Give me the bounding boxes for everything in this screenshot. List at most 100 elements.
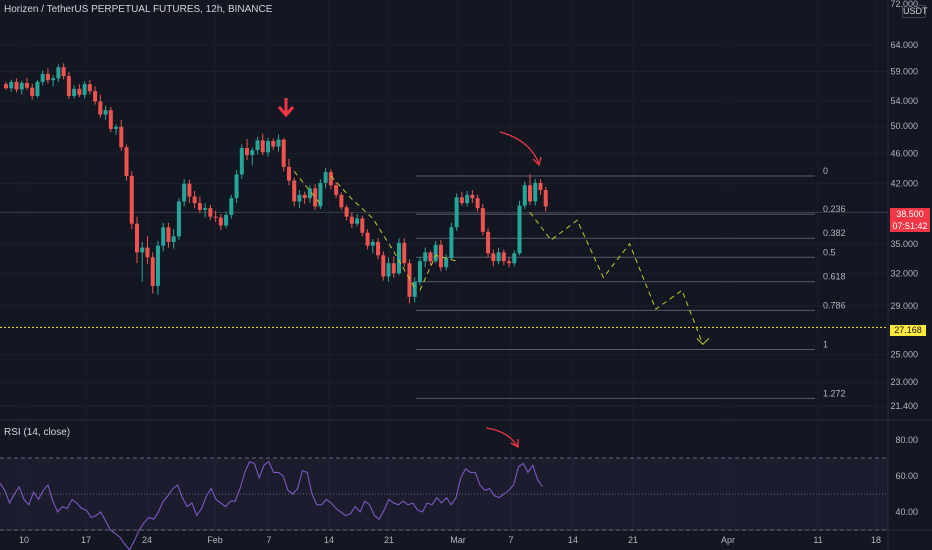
candle (381, 251, 386, 281)
projection-zigzag[interactable] (529, 212, 704, 345)
candle (407, 259, 412, 304)
curved-arrow-price[interactable] (499, 131, 540, 165)
wave-rebound-path[interactable] (419, 254, 457, 291)
rsi-line (0, 460, 543, 550)
candle-body (30, 87, 35, 96)
candle (449, 222, 454, 261)
candle-body (402, 242, 407, 264)
price-tick-label: 64.000 (890, 40, 918, 50)
candle-body (103, 110, 108, 115)
candle (40, 70, 45, 86)
candle (465, 190, 470, 207)
candle (4, 81, 8, 91)
rsi-tick-label: 80.00 (895, 435, 918, 445)
down-arrow-marker[interactable] (277, 98, 295, 118)
candle-body (171, 236, 176, 242)
rsi-indicator-label[interactable]: RSI (14, close) (4, 427, 71, 438)
candle-body (480, 208, 485, 232)
candle (470, 190, 475, 204)
candle-body (129, 175, 134, 224)
candle-body (538, 182, 543, 191)
wave-decline-path[interactable] (330, 175, 416, 289)
candle (376, 238, 381, 260)
candle-body (145, 247, 150, 258)
candle (318, 179, 323, 209)
candle-body (82, 84, 87, 95)
candle-body (234, 174, 239, 199)
candle-body (459, 197, 464, 204)
candle-body (239, 148, 244, 175)
price-tick-label: 32.000 (890, 268, 918, 278)
candle (98, 94, 103, 118)
wave-initial-path[interactable] (293, 171, 321, 205)
candle (360, 215, 365, 237)
candle-body (507, 261, 512, 264)
candle-body (417, 261, 422, 282)
candle (522, 181, 527, 209)
candle-body (77, 88, 82, 95)
candle-body (182, 183, 187, 202)
candle-body (98, 101, 103, 115)
candle (145, 236, 150, 265)
time-axis[interactable]: 10 17 24 Feb 7 14 21 Mar 7 14 21 Apr 11 18 (19, 535, 881, 545)
candle-body (87, 84, 92, 92)
fib-level-label: 0.5 (823, 247, 836, 257)
down-arrow-head (277, 106, 295, 118)
last-price-tag: 38.500 07:51:42 (890, 208, 930, 232)
candle (213, 210, 218, 222)
candle (114, 124, 119, 135)
candle (412, 277, 417, 303)
candle (224, 211, 229, 229)
fib-level-label: 0.382 (823, 228, 846, 238)
price-tick-label: 35.000 (890, 239, 918, 249)
candle (334, 182, 339, 199)
fibonacci-retracement[interactable]: 0 0.236 0.382 0.5 0.618 0.786 1 1.272 (416, 166, 846, 399)
candle (444, 254, 449, 271)
candle (87, 80, 92, 95)
candle (512, 250, 517, 267)
price-tick-label: 72.000 (890, 0, 918, 9)
projection-path[interactable] (293, 171, 710, 346)
price-axis[interactable]: 64.000 59.000 54.000 50.000 46.000 42.000 35.0… (890, 0, 918, 517)
candle (459, 191, 464, 206)
candle (491, 249, 496, 267)
support-line[interactable] (0, 211, 888, 328)
price-tick-label: 59.000 (890, 67, 918, 77)
price-tick-label: 50.000 (890, 121, 918, 131)
candle-body (218, 217, 223, 226)
candle (124, 144, 129, 181)
candle (517, 200, 522, 256)
time-tick-label: 21 (384, 535, 394, 545)
candle-body (376, 241, 381, 256)
candle-body (381, 255, 386, 277)
rsi-panel[interactable] (0, 457, 888, 531)
candle-body (328, 172, 333, 186)
candle-body (449, 227, 454, 259)
price-tick-label: 42.000 (890, 179, 918, 189)
candle (370, 239, 375, 254)
candle-body (187, 183, 192, 197)
candle (313, 184, 318, 210)
candle-body (35, 81, 40, 96)
candle (239, 144, 244, 180)
candle (24, 77, 29, 91)
candle (528, 174, 532, 205)
candle (56, 64, 61, 82)
candle-body (271, 141, 276, 147)
candle-body (224, 214, 229, 226)
candle (203, 203, 208, 218)
candle-body (360, 218, 365, 233)
annotations[interactable] (277, 98, 542, 449)
price-tick-label: 29.000 (890, 301, 918, 311)
candle-body (397, 242, 401, 274)
time-tick-label: 14 (568, 535, 578, 545)
candle-body (40, 73, 45, 82)
currency-label[interactable]: USDT (902, 5, 928, 18)
candle (245, 138, 250, 161)
candle-body (386, 263, 391, 277)
candle-body (45, 73, 50, 81)
candle-body (135, 223, 139, 253)
curved-arrow-rsi[interactable] (485, 427, 518, 447)
chart-title: Horizen / TetherUS PERPETUAL FUTURES, 12… (4, 4, 273, 15)
